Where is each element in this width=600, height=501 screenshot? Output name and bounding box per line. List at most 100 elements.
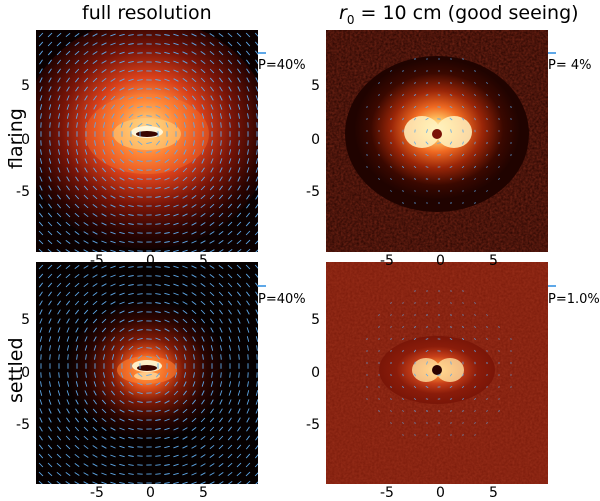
polarization-vector	[239, 140, 240, 145]
polarization-vector	[146, 152, 151, 153]
polarization-vector	[239, 354, 240, 359]
polarization-vector	[137, 206, 142, 207]
polarization-vector	[462, 59, 464, 60]
polarization-vector	[146, 348, 151, 349]
polarization-vector	[221, 122, 222, 127]
polarization-vector	[137, 62, 142, 63]
polarization-vector	[221, 140, 222, 145]
polarization-vector	[499, 338, 500, 339]
polarization-vector	[155, 465, 160, 466]
y-tick-label: 5	[8, 79, 30, 93]
x-tick-label: -5	[380, 254, 394, 268]
polarization-vector	[414, 71, 416, 72]
polarization-vector	[137, 197, 142, 198]
polarization-vector	[230, 122, 231, 127]
y-tick-label: -5	[298, 185, 320, 199]
y-tick-label: -5	[8, 418, 30, 432]
pol-scale-label: P=40%	[258, 292, 306, 307]
polarization-vector	[230, 372, 231, 377]
polarization-vector	[391, 350, 392, 352]
polarization-vector	[155, 276, 160, 277]
polarization-vector	[462, 303, 463, 304]
y-tick-label: 5	[8, 313, 30, 327]
polarization-vector	[155, 242, 160, 243]
polarization-vector	[155, 224, 160, 225]
polarization-vector	[379, 154, 380, 156]
polarization-vector	[462, 423, 463, 424]
polarization-vector	[450, 411, 452, 412]
column-title-rest: = 10 cm (good seeing)	[354, 2, 578, 24]
pol-scale-bar	[258, 52, 266, 54]
polarization-vector	[137, 303, 142, 304]
polarization-vector	[155, 474, 160, 475]
polarization-vector	[155, 267, 160, 268]
polarization-vector	[487, 118, 488, 120]
polarization-vector	[137, 294, 142, 295]
polarization-vector	[50, 140, 51, 145]
polarization-vector	[137, 429, 142, 430]
panel-settled-good-seeing	[326, 262, 548, 484]
polarization-vector	[379, 106, 380, 107]
polarization-vector	[414, 315, 415, 316]
polarization-vector	[230, 354, 231, 359]
polarization-vector	[137, 71, 142, 72]
polarization-vector	[499, 154, 500, 156]
polarization-vector	[155, 251, 160, 252]
x-tick-label: 0	[436, 254, 445, 268]
x-tick-label: 5	[489, 254, 498, 268]
y-tick-label: 0	[298, 133, 320, 147]
polarization-vector	[379, 398, 380, 399]
y-tick-label: 0	[298, 366, 320, 380]
pol-scale-label: P=1.0%	[548, 292, 600, 307]
polarization-vector	[155, 44, 160, 45]
pol-scale-bar	[548, 285, 556, 287]
polarization-vector	[59, 354, 60, 359]
polarization-vector	[59, 140, 60, 145]
polarization-vector	[511, 106, 512, 108]
polarization-vector	[367, 398, 368, 399]
polarization-vector	[462, 71, 463, 72]
polarization-vector	[137, 438, 142, 439]
column-title-good-seeing: r0 = 10 cm (good seeing)	[339, 2, 579, 27]
polarization-vector	[367, 166, 368, 167]
pol-scale-label: P=40%	[258, 58, 306, 73]
polarization-vector	[68, 372, 69, 377]
pol-scale-bar	[548, 52, 556, 54]
y-tick-label: 5	[298, 313, 320, 327]
panel-settled-full-resolution	[36, 262, 258, 484]
y-tick-label: 0	[8, 133, 30, 147]
column-title-full-resolution: full resolution	[82, 2, 212, 24]
polarization-vector	[221, 354, 222, 359]
panel-flaring-full-resolution	[36, 30, 258, 252]
polarization-vector	[155, 456, 160, 457]
polarization-vector	[50, 372, 51, 377]
polarization-vector	[146, 116, 151, 117]
polarization-vector	[68, 140, 69, 145]
polarization-vector	[68, 354, 69, 359]
polarization-vector	[59, 122, 60, 127]
polarization-vector	[50, 354, 51, 359]
y-tick-label: -5	[298, 418, 320, 432]
polarization-vector	[379, 338, 380, 339]
polarization-vector	[462, 315, 463, 316]
x-tick-label: -5	[90, 254, 104, 268]
polarization-vector	[414, 191, 415, 192]
polarization-vector	[155, 233, 160, 234]
polarization-vector	[239, 372, 240, 377]
polarization-vector	[402, 435, 403, 436]
polarization-vector	[146, 384, 151, 385]
x-tick-label: 5	[199, 254, 208, 268]
polarization-vector	[499, 106, 500, 107]
pol-scale-bar	[258, 285, 266, 287]
polarization-vector	[367, 106, 368, 107]
y-tick-label: -5	[8, 185, 30, 199]
polarization-vector	[367, 338, 368, 339]
panel-flaring-good-seeing	[326, 30, 548, 252]
polarization-vector	[68, 122, 69, 127]
polarization-vector	[474, 435, 475, 436]
polarization-vector	[499, 398, 500, 399]
polarization-vector	[462, 191, 463, 192]
polarization-vector	[402, 303, 403, 304]
polarization-vector	[487, 386, 488, 387]
polarization-vector	[155, 483, 160, 484]
